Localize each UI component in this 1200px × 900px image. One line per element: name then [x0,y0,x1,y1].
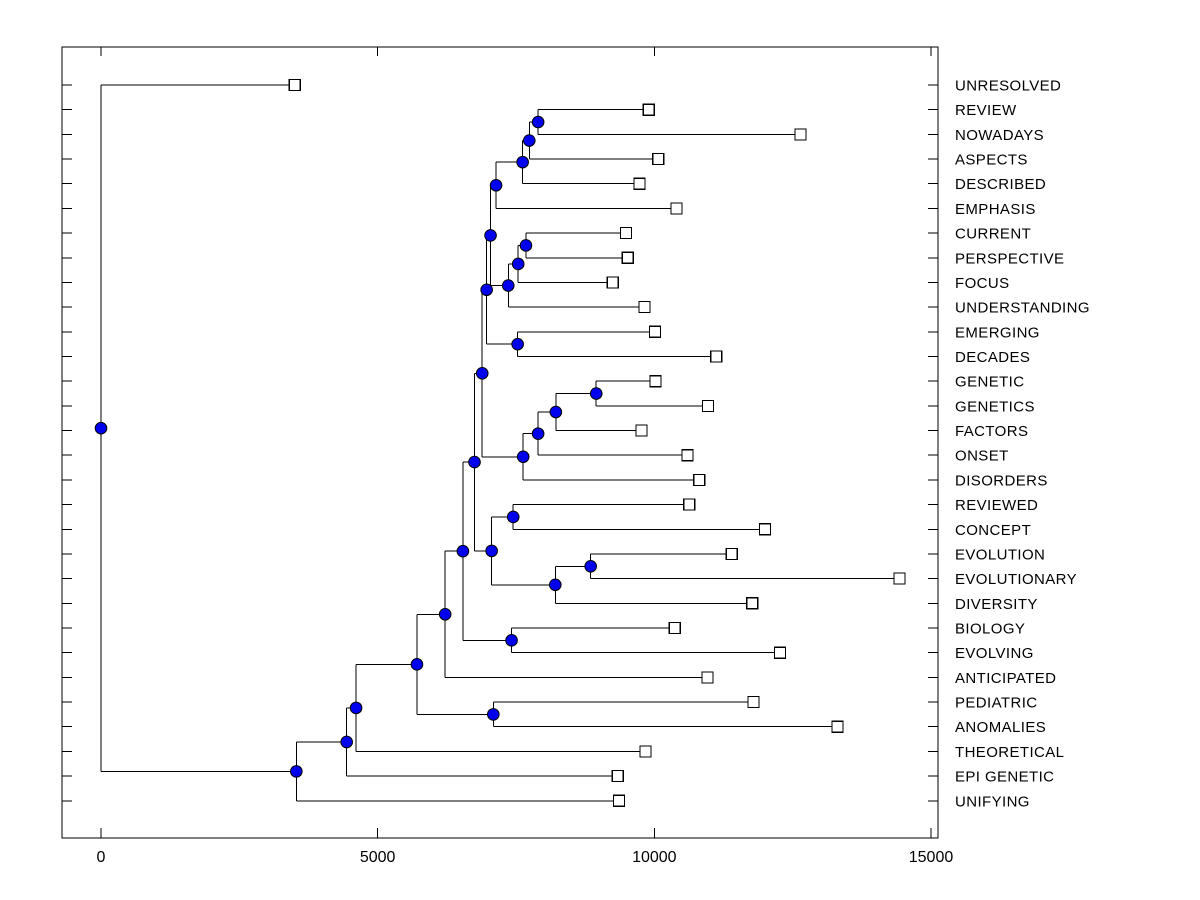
leaf-node-square[interactable] [668,621,681,635]
leaf-label: EVOLVING [955,645,1034,662]
internal-node-dot[interactable] [456,544,470,558]
internal-node-dot[interactable] [519,239,533,252]
leaf-node-square[interactable] [701,671,714,684]
leaf-label: PERSPECTIVE [955,250,1064,267]
leaf-label: ANTICIPATED [955,670,1056,687]
x-tick-label: 15000 [909,849,954,866]
leaf-label: EVOLUTIONARY [955,571,1077,588]
leaf-node-square[interactable] [758,523,772,536]
internal-node-dot[interactable] [549,405,563,419]
leaf-label: NOWADAYS [955,127,1044,144]
leaf-node-square[interactable] [621,251,634,264]
leaf-node-square[interactable] [648,325,661,338]
internal-node-dot[interactable] [438,607,452,621]
internal-node-dot[interactable] [584,559,598,573]
leaf-label: REVIEW [955,102,1017,119]
internal-node-dot[interactable] [489,178,503,192]
leaf-label: GENETIC [955,374,1024,391]
leaf-node-square[interactable] [620,226,633,240]
leaf-node-square[interactable] [701,399,715,412]
internal-node-dot[interactable] [531,115,545,129]
internal-node-dot[interactable] [290,765,303,778]
leaf-node-square[interactable] [893,572,906,585]
leaf-label: THEORETICAL [955,744,1064,761]
internal-node-dot[interactable] [516,450,530,464]
internal-node-dot[interactable] [94,421,108,435]
internal-node-dot[interactable] [349,701,363,715]
leaf-label: FACTORS [955,423,1028,440]
leaf-label: UNDERSTANDING [955,300,1090,317]
leaf-label: GENETICS [955,398,1035,415]
leaf-node-square[interactable] [288,78,301,92]
leaf-node-square[interactable] [633,177,646,190]
internal-node-dot[interactable] [410,658,424,671]
leaf-node-square[interactable] [831,720,844,733]
internal-node-dot[interactable] [511,257,525,271]
leaf-node-square[interactable] [612,794,626,807]
leaf-node-square[interactable] [639,745,652,758]
leaf-node-square[interactable] [649,375,662,388]
leaf-label: CURRENT [955,226,1031,243]
leaf-node-square[interactable] [638,301,651,314]
leaf-label: EMPHASIS [955,201,1036,218]
x-tick-label: 0 [97,849,106,866]
leaf-label: DESCRIBED [955,176,1046,193]
internal-node-dot[interactable] [516,155,529,169]
leaf-label: FOCUS [955,275,1010,292]
leaf-node-square[interactable] [683,498,696,511]
leaf-node-square[interactable] [746,597,759,610]
leaf-label: REVIEWED [955,497,1038,514]
leaf-label: UNRESOLVED [955,78,1061,95]
internal-node-dot[interactable] [484,229,497,242]
leaf-node-square[interactable] [693,473,706,487]
leaf-node-square[interactable] [635,424,648,437]
internal-node-dot[interactable] [475,366,489,380]
leaf-label: DECADES [955,349,1030,366]
internal-node-dot[interactable] [548,578,562,592]
leaf-label: DIVERSITY [955,596,1038,613]
internal-node-dot[interactable] [485,544,498,558]
leaf-label: CONCEPT [955,522,1031,539]
leaf-node-square[interactable] [642,103,655,116]
leaf-label: ASPECTS [955,152,1028,169]
leaf-node-square[interactable] [725,547,738,561]
internal-node-dot[interactable] [589,387,603,400]
internal-node-dot[interactable] [505,634,518,647]
internal-node-dot[interactable] [501,279,515,292]
internal-node-dot[interactable] [506,510,520,524]
leaf-label: ANOMALIES [955,719,1046,736]
leaf-label: PEDIATRIC [955,695,1038,712]
x-tick-label: 5000 [360,849,396,866]
leaf-label: EPI GENETIC [955,769,1054,786]
leaf-label: ONSET [955,448,1009,465]
internal-node-dot[interactable] [487,708,500,721]
leaf-node-square[interactable] [681,449,694,462]
axes-box [61,46,939,839]
leaf-node-square[interactable] [611,769,624,783]
internal-node-dot[interactable] [522,134,536,147]
leaf-label: DISORDERS [955,472,1048,489]
leaf-node-square[interactable] [606,276,619,289]
leaf-label: EMERGING [955,324,1040,341]
internal-node-dot[interactable] [531,427,545,440]
internal-node-dot[interactable] [511,337,524,351]
internal-node-dot[interactable] [480,283,493,297]
leaf-node-square[interactable] [670,202,683,215]
internal-node-dot[interactable] [468,455,481,469]
leaf-node-square[interactable] [710,350,723,363]
leaf-label: BIOLOGY [955,621,1025,638]
leaf-label: UNIFYING [955,793,1030,810]
leaf-node-square[interactable] [747,695,760,709]
internal-node-dot[interactable] [340,735,353,749]
leaf-node-square[interactable] [773,646,787,659]
leaf-node-square[interactable] [794,128,807,141]
leaf-node-square[interactable] [652,152,665,166]
leaf-label: EVOLUTION [955,546,1045,563]
x-tick-label: 10000 [632,849,677,866]
